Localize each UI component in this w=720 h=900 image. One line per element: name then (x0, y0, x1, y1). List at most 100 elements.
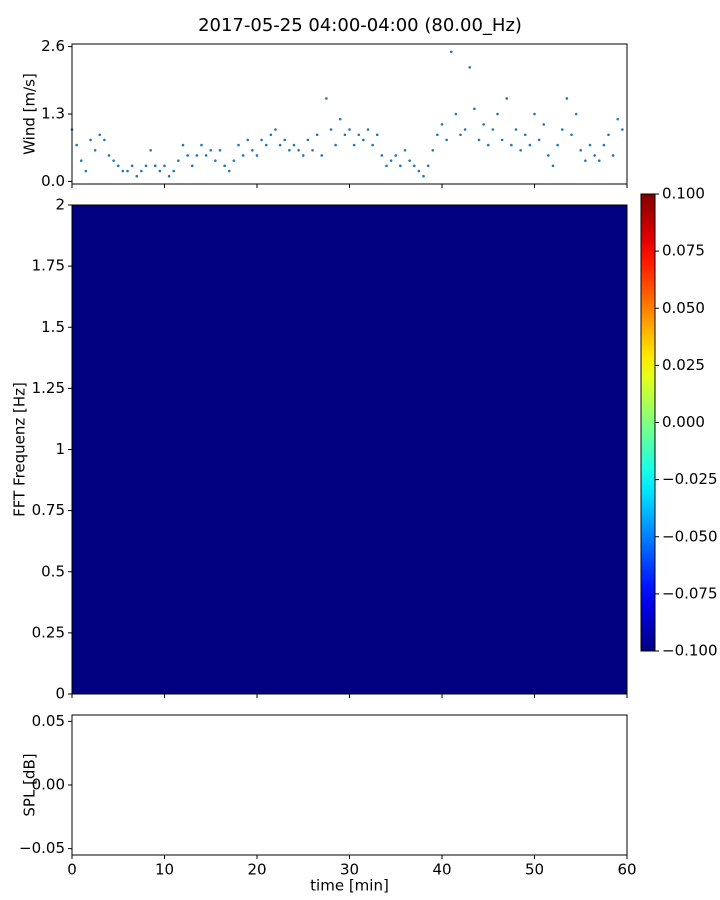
wind-point (468, 66, 472, 69)
colorbar-tick-label: 0.100 (662, 185, 705, 203)
wind-point (93, 148, 97, 152)
wind-point (269, 133, 273, 137)
y-tick-label: 1.5 (41, 318, 65, 336)
y-tick-label: 0.75 (32, 501, 65, 519)
wind-point (348, 128, 351, 131)
wind-point (459, 133, 462, 137)
axes-frame (71, 714, 628, 856)
wind-point (426, 164, 430, 168)
wind-point (436, 133, 439, 137)
wind-point (528, 143, 532, 147)
colorbar-tick-label: 0.050 (662, 299, 705, 317)
wind-point (422, 174, 425, 178)
wind-point (153, 164, 157, 168)
wind-point (135, 174, 139, 178)
wind-point (616, 117, 620, 121)
wind-point (375, 133, 379, 137)
wind-point (519, 148, 522, 152)
wind-point (163, 164, 166, 168)
wind-point (278, 143, 282, 147)
wind-point (121, 169, 125, 173)
wind-point (209, 148, 213, 152)
y-tick-label: 0.00 (32, 776, 65, 794)
y-tick-label: 1.25 (32, 379, 65, 397)
colorbar (640, 193, 656, 652)
x-tick-label: 30 (340, 861, 359, 879)
wind-point (560, 128, 564, 131)
wind-point (292, 143, 296, 147)
wind-point (607, 133, 610, 137)
wind-point (112, 159, 115, 162)
wind-point (491, 128, 495, 131)
y-tick-label: −0.05 (19, 839, 65, 857)
wind-point (144, 164, 148, 168)
wind-point (274, 128, 277, 131)
wind-point (602, 143, 606, 147)
y-tick-label: 0.05 (32, 712, 65, 730)
wind-point (500, 138, 504, 142)
wind-point (611, 154, 615, 157)
wind-point (445, 138, 448, 142)
wind-point (505, 97, 509, 100)
wind-point (343, 133, 347, 137)
wind-point (75, 143, 78, 147)
wind-point (579, 148, 583, 152)
wind-point (547, 154, 550, 157)
wind-point (195, 154, 199, 157)
colorbar-tick-label: −0.100 (662, 642, 718, 660)
wind-point (454, 112, 458, 116)
wind-point (385, 164, 388, 168)
wind-point (394, 154, 398, 157)
wind-point (301, 154, 305, 157)
wind-point (130, 164, 134, 168)
wind-point (399, 164, 402, 168)
colorbar-tick-label: 0.000 (662, 413, 705, 431)
wind-point (218, 148, 222, 152)
wind-point (514, 128, 518, 131)
wind-point (251, 148, 254, 152)
wind-point (84, 169, 88, 173)
colorbar-tick-label: 0.075 (662, 242, 705, 260)
wind-point (227, 169, 231, 173)
wind-point (177, 159, 180, 162)
wind-point (371, 143, 374, 147)
x-tick-label: 50 (525, 861, 544, 879)
wind-point (556, 143, 559, 147)
wind-point (181, 143, 185, 147)
wind-point (597, 159, 601, 162)
wind-point (232, 159, 236, 162)
wind-point (486, 143, 490, 147)
colorbar-tick-label: 0.025 (662, 356, 705, 374)
y-tick-label: 2.6 (41, 37, 65, 55)
wind-point (537, 138, 541, 142)
wind-point (79, 159, 83, 162)
wind-point (320, 154, 324, 157)
wind-point (223, 164, 226, 168)
wind-point (588, 143, 592, 147)
wind-point (523, 133, 527, 137)
wind-point (417, 169, 421, 173)
y-tick-label: 0.0 (41, 172, 65, 190)
wind-point (237, 143, 240, 147)
y-tick-label: 0 (55, 685, 65, 703)
wind-point (593, 154, 596, 157)
wind-point (311, 148, 314, 152)
wind-point (510, 143, 513, 147)
y-tick-label: 0.5 (41, 562, 65, 580)
wind-point (200, 143, 203, 147)
wind-point (482, 123, 485, 126)
wind-point (264, 143, 268, 147)
wind-point (621, 128, 624, 131)
wind-point (126, 169, 129, 173)
wind-point (352, 143, 356, 147)
wind-point (241, 154, 245, 157)
wind-point (334, 143, 337, 147)
wind-point (477, 138, 481, 142)
wind-point (297, 148, 300, 152)
wind-point (172, 169, 176, 173)
x-tick-label: 20 (247, 861, 266, 879)
wind-point (574, 112, 578, 116)
wind-point (103, 138, 106, 142)
wind-point (306, 138, 310, 142)
